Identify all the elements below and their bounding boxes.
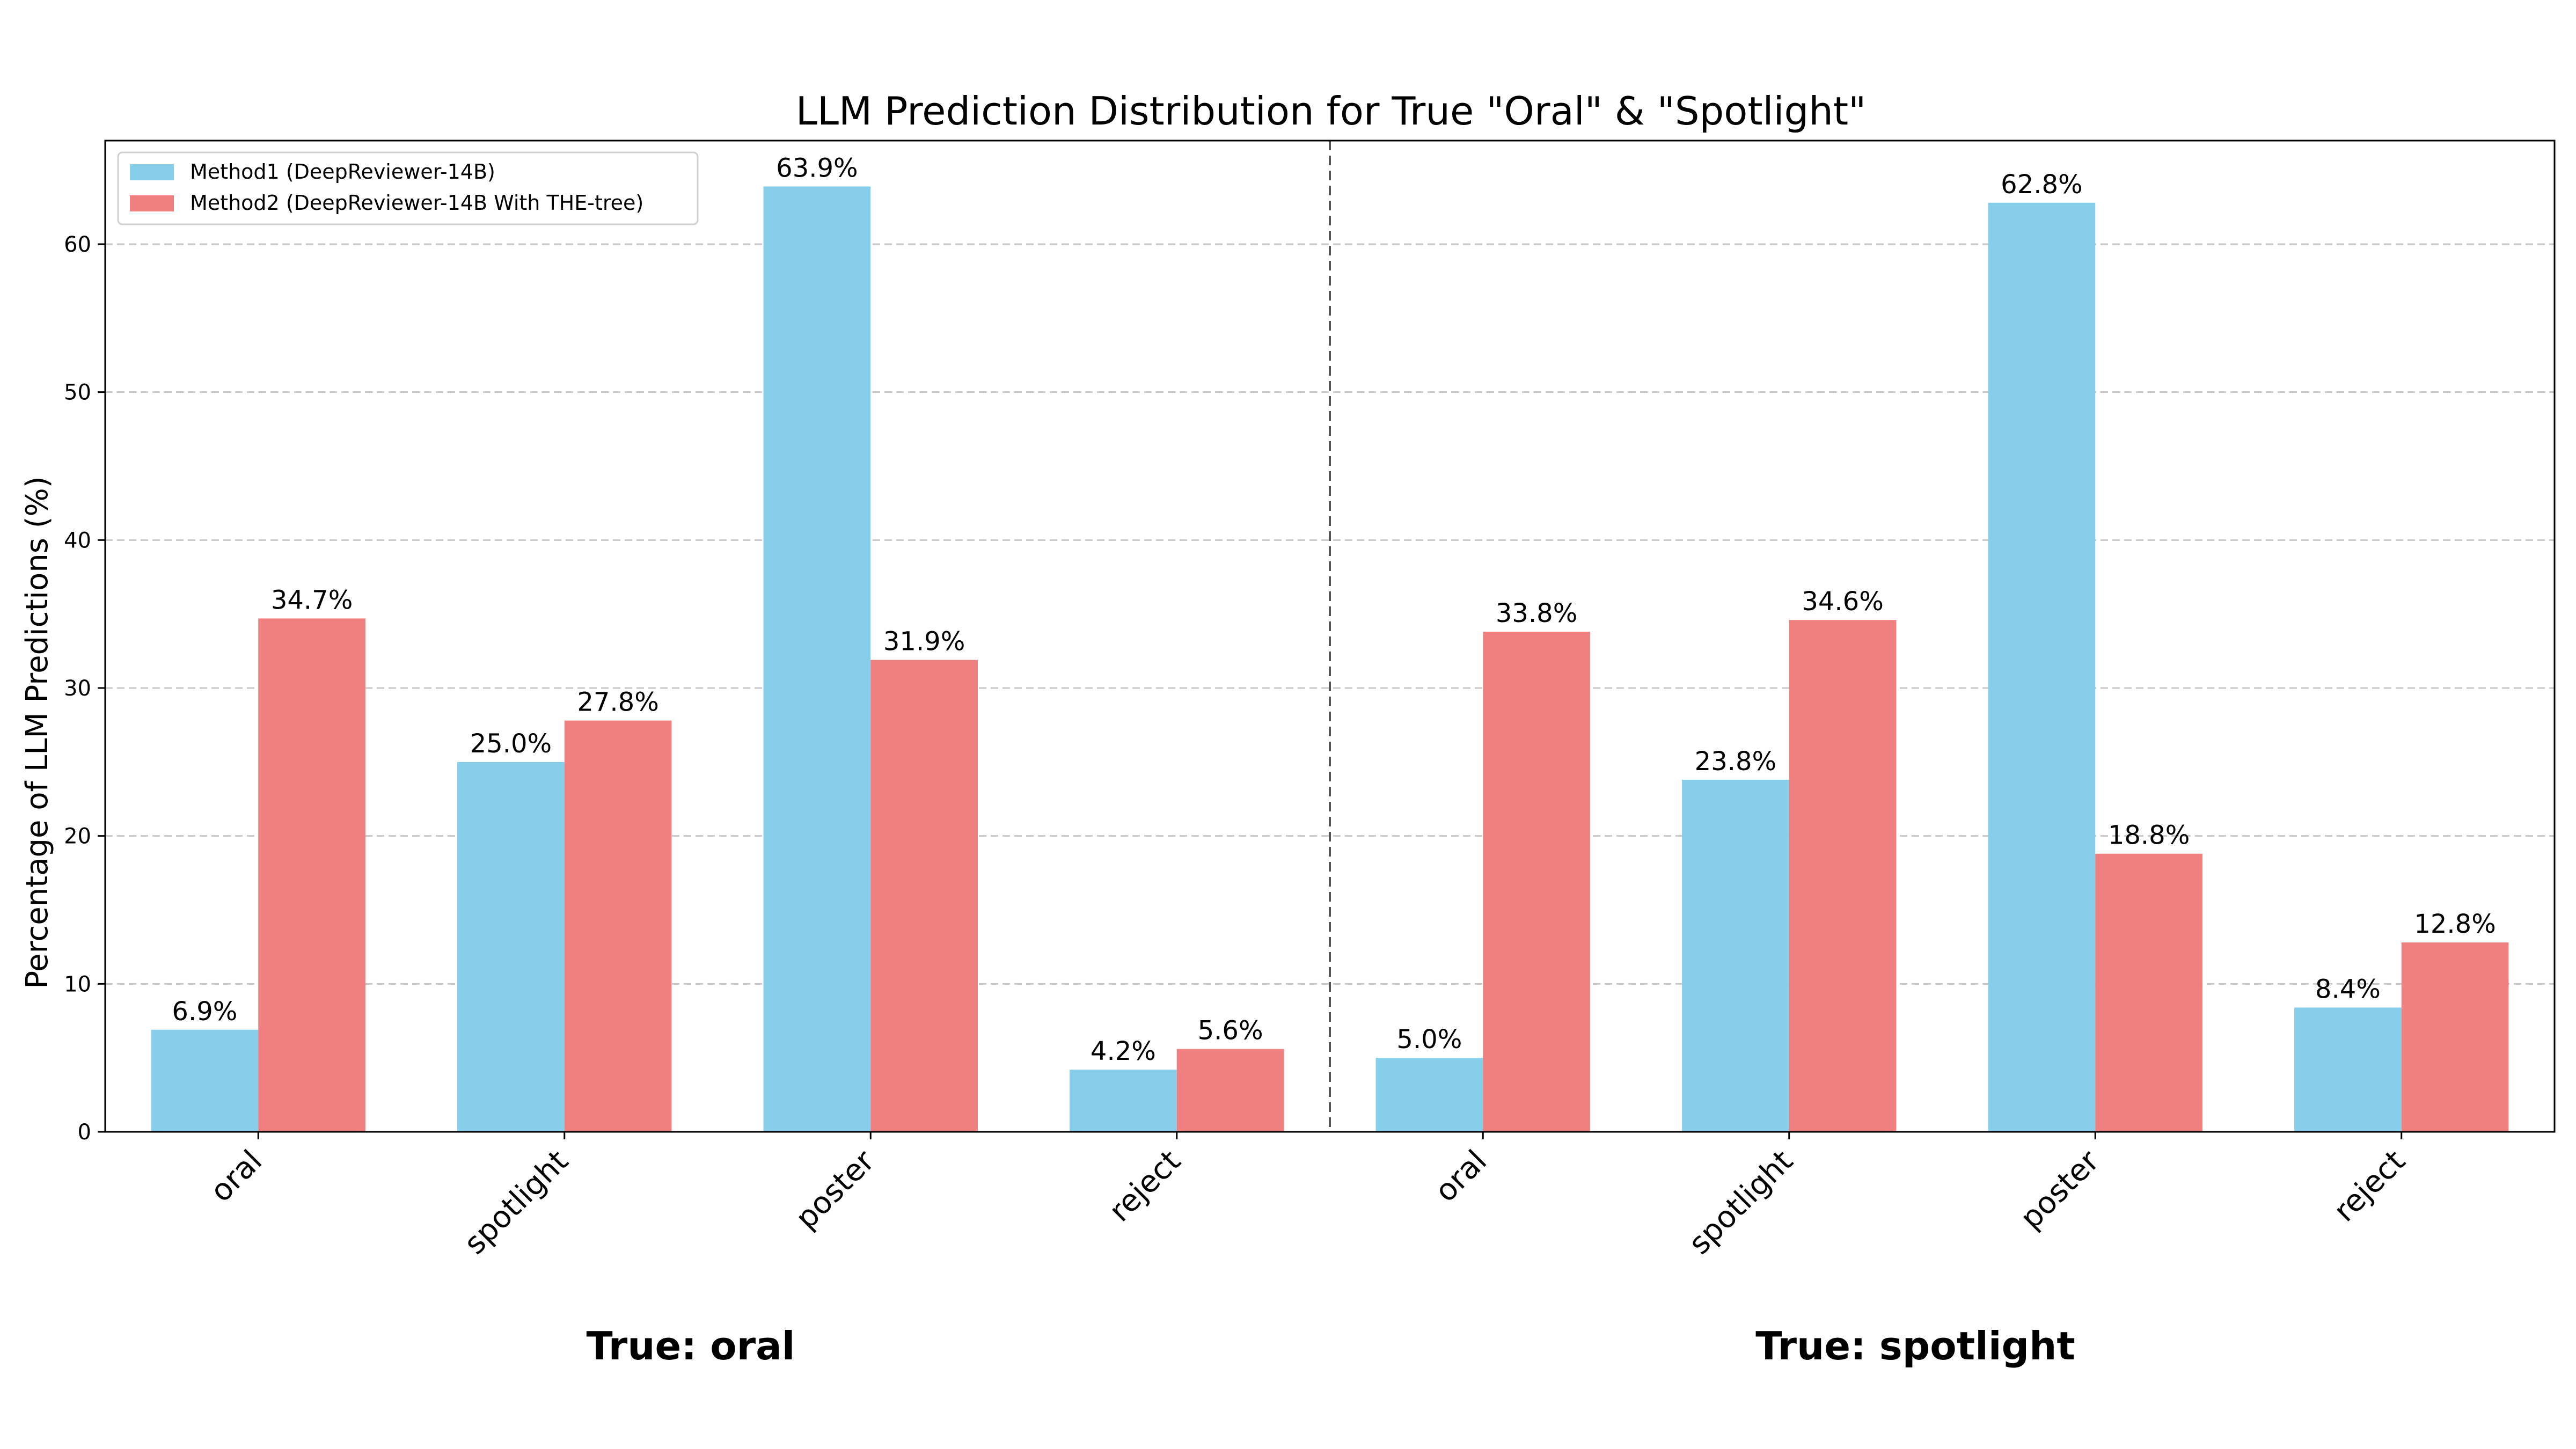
bar-value-label: 63.9% [776, 153, 858, 183]
chart-title: LLM Prediction Distribution for True "Or… [796, 89, 1866, 134]
legend-box [117, 151, 699, 225]
y-tick-label: 40 [64, 528, 91, 553]
bar-1 [1070, 1070, 1177, 1132]
bar-1 [1375, 1058, 1483, 1132]
y-tick-label: 20 [64, 824, 91, 849]
bar-1 [1682, 779, 1789, 1132]
bar-value-label: 12.8% [2414, 909, 2496, 939]
bar-value-label: 34.7% [271, 585, 353, 615]
plot-frame [104, 140, 2556, 1133]
legend-label-2: Method2 (DeepReviewer-14B With THE-tree) [190, 191, 643, 215]
legend-swatch-1 [130, 164, 174, 180]
group-label: True: spotlight [1755, 1323, 2075, 1368]
bar-value-label: 23.8% [1695, 747, 1776, 777]
bar-value-label: 6.9% [172, 997, 237, 1027]
x-tick-label: oral [1428, 1144, 1494, 1209]
legend-swatch-2 [130, 195, 174, 211]
bar-2 [2401, 942, 2509, 1132]
bar-2 [1789, 620, 1897, 1132]
x-tick-label: poster [2014, 1143, 2106, 1236]
bar-2 [258, 618, 365, 1132]
x-tick-label: oral [203, 1144, 269, 1209]
y-tick-label: 10 [64, 972, 91, 997]
bar-value-label: 31.9% [883, 627, 965, 657]
x-tick-label: spotlight [1682, 1144, 1799, 1261]
x-tick-label: spotlight [457, 1144, 575, 1261]
bar-value-label: 33.8% [1496, 598, 1577, 628]
bar-value-label: 5.0% [1396, 1024, 1462, 1055]
bar-value-label: 62.8% [2001, 170, 2082, 200]
y-axis-label: Percentage of LLM Predictions (%) [20, 476, 55, 989]
bar-value-label: 8.4% [2315, 974, 2381, 1004]
bar-2 [2095, 853, 2202, 1132]
group-label: True: oral [587, 1323, 795, 1368]
bar-value-label: 4.2% [1091, 1036, 1156, 1066]
y-tick-label: 0 [78, 1120, 91, 1145]
bar-value-label: 27.8% [577, 687, 658, 718]
bar-value-label: 34.6% [1802, 587, 1883, 617]
x-tick-label: poster [789, 1143, 882, 1236]
legend-label-1: Method1 (DeepReviewer-14B) [190, 160, 495, 184]
bar-1 [151, 1029, 259, 1132]
x-tick-label: reject [1102, 1144, 1187, 1228]
bar-value-label: 25.0% [470, 729, 552, 759]
bar-1 [457, 762, 565, 1132]
y-tick-label: 50 [64, 380, 91, 405]
bar-2 [1176, 1049, 1284, 1132]
bar-2 [1483, 632, 1590, 1132]
bar-value-label: 5.6% [1198, 1016, 1263, 1046]
bar-1 [763, 186, 871, 1132]
x-tick-label: reject [2327, 1144, 2412, 1228]
bar-1 [1988, 202, 2096, 1132]
bar-2 [870, 660, 978, 1132]
y-tick-label: 60 [64, 232, 91, 257]
bar-1 [2294, 1007, 2402, 1132]
y-tick-label: 30 [64, 676, 91, 701]
bar-2 [564, 720, 672, 1132]
bar-value-label: 18.8% [2108, 821, 2190, 851]
